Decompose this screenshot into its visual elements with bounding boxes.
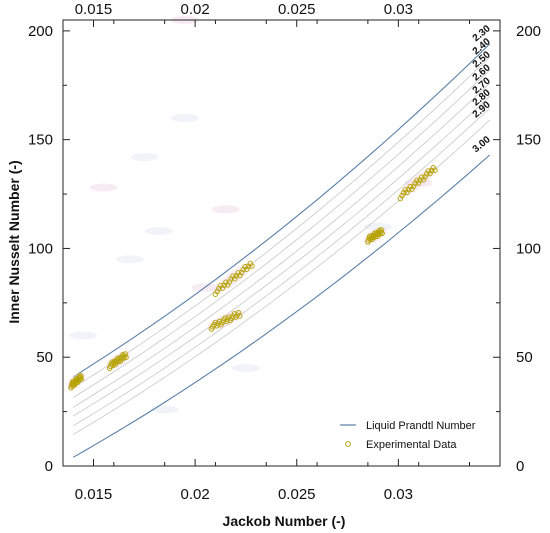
y-tick-label: 100 bbox=[28, 240, 53, 257]
legend: Liquid Prandtl Number Experimental Data bbox=[340, 420, 476, 451]
data-point bbox=[240, 266, 247, 273]
data-point bbox=[237, 313, 243, 319]
data-point bbox=[212, 291, 219, 297]
data-point bbox=[399, 192, 405, 199]
prandtl-curves bbox=[72, 43, 491, 458]
data-point bbox=[397, 195, 404, 202]
prandtl-curve-2-60 bbox=[72, 82, 491, 408]
legend-line-label: Liquid Prandtl Number bbox=[366, 420, 476, 432]
data-point bbox=[420, 176, 427, 183]
data-point bbox=[238, 269, 245, 276]
data-point bbox=[412, 180, 418, 187]
cluster-highlight bbox=[399, 166, 437, 198]
experimental-points bbox=[66, 165, 438, 391]
data-point bbox=[235, 310, 242, 316]
y-tick-label-right: 150 bbox=[516, 132, 541, 149]
data-point bbox=[404, 189, 410, 196]
data-point bbox=[78, 372, 84, 379]
data-point bbox=[379, 230, 385, 237]
curve-labels: 2.302.402.502.602.702.802.903.00 bbox=[471, 23, 493, 155]
y-tick-label: 0 bbox=[45, 458, 53, 475]
data-point bbox=[78, 376, 85, 382]
y-tick-label-right: 0 bbox=[516, 458, 524, 475]
background-smudge bbox=[231, 364, 260, 373]
data-point bbox=[423, 171, 430, 177]
x-tick-label: 0.025 bbox=[278, 486, 316, 503]
axis-ticks: 0.015 0.015 0.02 0.02 0.025 0.025 0.03 0.03 0 0 50… bbox=[28, 1, 541, 503]
data-point bbox=[428, 167, 435, 174]
data-point bbox=[400, 190, 407, 196]
x-tick-label-top: 0.03 bbox=[384, 1, 413, 18]
data-point bbox=[221, 282, 227, 288]
data-point bbox=[249, 263, 255, 269]
prandtl-curve-2-50 bbox=[72, 69, 491, 398]
background-smudge bbox=[170, 113, 199, 122]
prandtl-curve-3-00 bbox=[72, 154, 491, 458]
background-smudge bbox=[144, 227, 173, 236]
y-tick-label-right: 100 bbox=[516, 240, 541, 257]
plot-frame bbox=[62, 19, 501, 467]
data-point bbox=[410, 183, 417, 189]
y-tick-label-right: 50 bbox=[516, 349, 533, 366]
data-point bbox=[427, 170, 433, 177]
x-tick-label-top: 0.025 bbox=[278, 1, 316, 18]
background-smudge bbox=[150, 405, 179, 414]
data-point bbox=[378, 227, 385, 233]
data-point bbox=[432, 167, 438, 173]
data-point bbox=[409, 186, 415, 192]
x-tick-label-top: 0.02 bbox=[181, 1, 210, 18]
x-tick-label: 0.015 bbox=[75, 486, 113, 503]
background-smudge bbox=[89, 183, 118, 192]
y-tick-label: 150 bbox=[28, 132, 53, 149]
y-tick-label: 200 bbox=[28, 23, 53, 40]
cluster-highlight bbox=[214, 262, 254, 294]
data-point bbox=[123, 354, 129, 361]
background-smudge bbox=[211, 205, 240, 214]
data-point bbox=[231, 275, 238, 282]
data-point bbox=[244, 266, 250, 272]
x-tick-label: 0.02 bbox=[181, 486, 210, 503]
background-smudge bbox=[116, 255, 145, 264]
data-point bbox=[405, 186, 412, 193]
prandtl-curve-2-70 bbox=[72, 95, 491, 417]
data-point bbox=[417, 177, 423, 183]
prandtl-curve-2-40 bbox=[72, 56, 491, 389]
curve-label: 3.00 bbox=[471, 134, 493, 155]
background-smudge bbox=[130, 153, 159, 162]
data-point bbox=[422, 174, 428, 180]
data-point bbox=[415, 180, 422, 186]
x-tick-label-top: 0.015 bbox=[75, 1, 113, 18]
prandtl-curve-2-30 bbox=[72, 43, 491, 378]
data-point bbox=[214, 288, 220, 295]
y-axis-title: Inner Nusselt Number (-) bbox=[6, 160, 22, 323]
y-tick-label: 50 bbox=[36, 349, 53, 366]
prandtl-curve-2-80 bbox=[72, 107, 491, 427]
legend-marker-swatch bbox=[345, 441, 351, 447]
data-point bbox=[226, 279, 233, 285]
data-point bbox=[122, 351, 128, 357]
y-tick-label-right: 200 bbox=[516, 23, 541, 40]
legend-marker-label: Experimental Data bbox=[366, 439, 457, 451]
x-tick-label: 0.03 bbox=[384, 486, 413, 503]
background-smudge bbox=[69, 331, 98, 340]
x-axis-title: Jackob Number (-) bbox=[223, 513, 346, 529]
